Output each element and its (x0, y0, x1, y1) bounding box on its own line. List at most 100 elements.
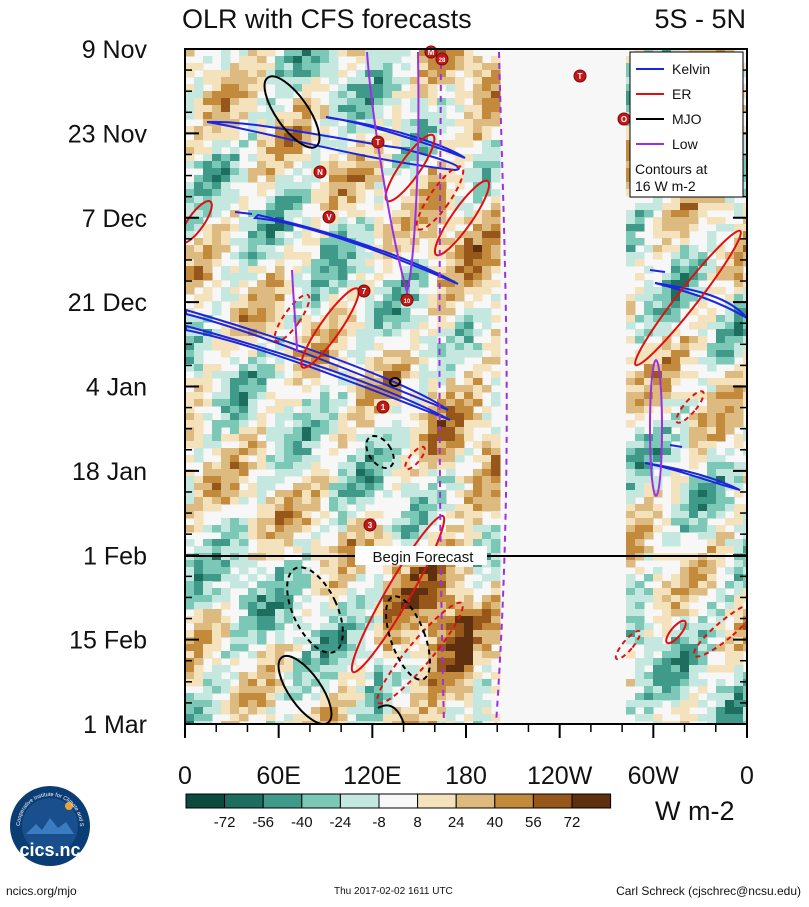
heatmap-cell (302, 315, 312, 323)
heatmap-cell (239, 413, 249, 421)
heatmap-cell (347, 91, 357, 99)
heatmap-cell (257, 616, 267, 624)
heatmap-cell (266, 658, 276, 666)
heatmap-cell (194, 476, 204, 484)
heatmap-cell (626, 217, 636, 225)
heatmap-cell (284, 406, 294, 414)
heatmap-cell (239, 602, 249, 610)
heatmap-cell (662, 357, 672, 365)
heatmap-cell (329, 329, 339, 337)
heatmap-cell (473, 399, 483, 407)
heatmap-cell (230, 693, 240, 701)
heatmap-cell (707, 413, 717, 421)
heatmap-cell (266, 700, 276, 708)
heatmap-cell (185, 427, 195, 435)
heatmap-cell (626, 609, 636, 617)
heatmap-cell (239, 434, 249, 442)
heatmap-cell (392, 455, 402, 463)
heatmap-cell (410, 126, 420, 134)
heatmap-cell (239, 581, 249, 589)
heatmap-cell (392, 350, 402, 358)
heatmap-cell (356, 707, 366, 715)
heatmap-cell (401, 266, 411, 274)
heatmap-cell (455, 287, 465, 295)
heatmap-cell (293, 231, 303, 239)
mjo-dashed-contour (286, 566, 344, 654)
heatmap-cell (383, 77, 393, 85)
heatmap-cell (671, 504, 681, 512)
heatmap-cell (293, 280, 303, 288)
heatmap-cell (338, 483, 348, 491)
heatmap-cell (275, 497, 285, 505)
heatmap-cell (356, 350, 366, 358)
heatmap-cell (455, 266, 465, 274)
heatmap-cell (329, 182, 339, 190)
heatmap-cell (626, 574, 636, 582)
heatmap-cell (437, 420, 447, 428)
heatmap-cell (734, 588, 744, 596)
heatmap-cell (491, 595, 501, 603)
heatmap-cell (653, 350, 663, 358)
heatmap-cell (410, 413, 420, 421)
heatmap-cell (311, 70, 321, 78)
heatmap-cell (239, 63, 249, 71)
heatmap-cell (446, 427, 456, 435)
heatmap-cell (257, 357, 267, 365)
heatmap-cell (230, 287, 240, 295)
storm-label: 3 (368, 521, 373, 530)
heatmap-cell (707, 392, 717, 400)
heatmap-cell (725, 294, 735, 302)
heatmap-cell (356, 651, 366, 659)
heatmap-cell (671, 273, 681, 281)
heatmap-cell (248, 686, 258, 694)
heatmap-cell (185, 147, 195, 155)
heatmap-cell (329, 91, 339, 99)
heatmap-cell (266, 539, 276, 547)
heatmap-cell (734, 546, 744, 554)
heatmap-cell (239, 336, 249, 344)
kelvin-contour (644, 462, 741, 491)
heatmap-cell (419, 602, 429, 610)
heatmap-cell (446, 455, 456, 463)
heatmap-cell (446, 420, 456, 428)
heatmap-cell (725, 224, 735, 232)
heatmap-cell (437, 672, 447, 680)
heatmap-cell (266, 315, 276, 323)
heatmap-cell (374, 84, 384, 92)
heatmap-cell (212, 707, 222, 715)
heatmap-cell (320, 252, 330, 260)
heatmap-cell (374, 434, 384, 442)
heatmap-cell (743, 182, 747, 190)
heatmap-cell (329, 574, 339, 582)
heatmap-cell (185, 637, 195, 645)
er-dashed-contour (415, 165, 465, 231)
heatmap-cell (284, 539, 294, 547)
heatmap-cell (446, 266, 456, 274)
heatmap-cell (482, 210, 492, 218)
heatmap-cell (329, 196, 339, 204)
heatmap-cell (437, 504, 447, 512)
heatmap-cell (293, 147, 303, 155)
heatmap-cell (221, 378, 231, 386)
heatmap-cell (194, 266, 204, 274)
heatmap-cell (446, 595, 456, 603)
kelvin-contour (185, 308, 449, 411)
heatmap-cell (482, 343, 492, 351)
heatmap-cell (428, 420, 438, 428)
heatmap-cell (311, 476, 321, 484)
heatmap-cell (230, 238, 240, 246)
heatmap-cell (248, 133, 258, 141)
heatmap-cell (257, 147, 267, 155)
heatmap-cell (653, 343, 663, 351)
heatmap-cell (275, 721, 285, 724)
heatmap-cell (284, 252, 294, 260)
heatmap-cell (230, 644, 240, 652)
heatmap-cell (185, 287, 195, 295)
heatmap-cell (257, 588, 267, 596)
heatmap-cell (482, 602, 492, 610)
heatmap-cell (626, 308, 636, 316)
heatmap-cell (734, 441, 744, 449)
heatmap-cell (626, 679, 636, 687)
heatmap-cell (302, 84, 312, 92)
